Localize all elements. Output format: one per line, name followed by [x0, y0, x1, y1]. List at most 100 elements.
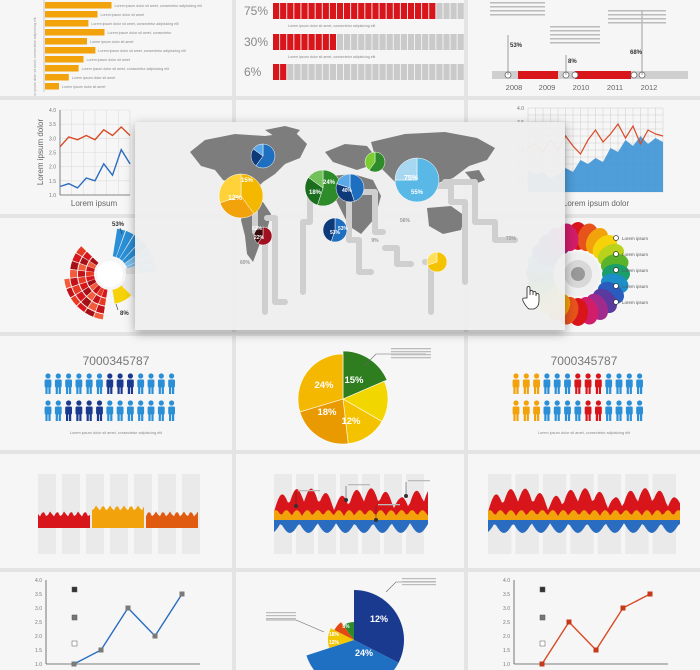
y-tick-6: 4.0 [35, 578, 42, 584]
progress-seg-1-13 [365, 34, 372, 50]
radial-seg-1-4 [79, 282, 89, 291]
series-point-1 [566, 619, 572, 625]
progress-seg-1-2 [287, 34, 294, 50]
progress-seg-2-15 [379, 64, 386, 80]
progress-seg-1-10 [344, 34, 351, 50]
person-leg-l-1-9 [606, 414, 609, 421]
pie-label-15: 15% [344, 375, 364, 386]
person-head-1-12 [169, 400, 175, 406]
person-leg-l-1-7 [117, 414, 120, 421]
person-leg-r-1-11 [161, 414, 164, 421]
radial-seg-2-8 [72, 253, 82, 263]
progress-seg-0-20 [415, 3, 422, 19]
flower-label-1: Lorem ipsum [622, 252, 648, 257]
progress-seg-0-16 [386, 3, 393, 19]
person-leg-l-1-3 [544, 414, 547, 421]
y-tick-3: 2.5 [503, 620, 510, 626]
progress-seg-0-12 [358, 3, 365, 19]
person-body-1-2 [533, 406, 540, 415]
person-head-1-4 [554, 400, 560, 406]
person-leg-r-0-4 [557, 387, 560, 394]
bar-4 [45, 38, 87, 45]
progress-seg-1-6 [315, 34, 322, 50]
tile-line-blue: 1.0 1.5 2.0 2.5 3.0 3.5 4.0 [0, 572, 232, 670]
bar-9 [45, 83, 59, 90]
person-leg-r-0-7 [588, 387, 591, 394]
bar-label-1: Lorem ipsum dolor sit amet [101, 13, 144, 17]
person-leg-l-0-12 [637, 387, 640, 394]
person-head-1-11 [158, 400, 164, 406]
progress-seg-1-16 [386, 34, 393, 50]
person-head-0-11 [158, 373, 164, 379]
flower-dot-1 [613, 251, 619, 257]
series-point-4 [647, 591, 653, 597]
radial-seg-2-0 [96, 304, 105, 314]
person-leg-l-0-2 [66, 387, 69, 394]
progress-seg-1-12 [358, 34, 365, 50]
person-leg-r-0-11 [629, 387, 632, 394]
stream-block-1 [92, 505, 144, 528]
marker-eu-slice-2 [308, 169, 324, 189]
progress-caption-1: Lorem ipsum dolor sit amet, consectetur … [288, 55, 375, 59]
person-head-0-10 [616, 373, 622, 379]
pie-slice-0 [354, 590, 404, 663]
map-label-11: 60% [240, 260, 251, 266]
person-leg-l-0-8 [595, 387, 598, 394]
timeline-year-3: 2011 [607, 83, 623, 92]
person-body-1-10 [615, 406, 623, 415]
map-pipe-5 [432, 183, 468, 285]
progress-seg-1-25 [450, 34, 457, 50]
world-map: 12% 15% 18%24% 75% 55% 40% 53%53% 22% 82% 60% 9% 56… [190, 126, 540, 315]
pie-caption-line-2 [391, 354, 431, 356]
person-body-0-6 [574, 379, 582, 388]
person-leg-r-0-12 [640, 387, 643, 394]
progress-seg-0-1 [280, 3, 287, 19]
tile-stream-right [468, 454, 700, 568]
y-axis-label: Lorem ipsum dolor sit amet, consectetur … [33, 17, 37, 96]
person-body-0-4 [85, 379, 93, 388]
radial-seg-1-2 [87, 291, 96, 301]
stream-bar-chart [38, 474, 200, 554]
person-leg-r-1-6 [578, 414, 581, 421]
progress-seg-2-2 [287, 64, 294, 80]
bar-label-9: Lorem ipsum dolor sit amet [62, 85, 105, 89]
timeline-text-line-b3 [608, 22, 666, 24]
person-head-0-12 [637, 373, 643, 379]
radial-blue-1 [116, 230, 134, 259]
radial-seg-2-4 [72, 284, 82, 295]
pie-label-12: 12% [341, 416, 361, 427]
radial-seg-1-0 [98, 297, 107, 306]
person-head-1-10 [148, 400, 154, 406]
series-point-0 [71, 661, 77, 667]
person-body-0-0 [44, 379, 52, 388]
progress-seg-0-11 [351, 3, 358, 19]
y-tick-1: 1.5 [35, 648, 42, 654]
person-body-0-12 [168, 379, 175, 388]
y-tick-3: 2.5 [35, 620, 42, 626]
series-point-2 [593, 647, 599, 653]
person-head-0-0 [513, 373, 519, 379]
person-leg-r-0-10 [151, 387, 154, 394]
person-leg-l-0-0 [45, 387, 48, 394]
person-leg-r-1-0 [516, 414, 519, 421]
radial-seg-1-8 [79, 257, 89, 266]
timeline-callout-1: 8% [568, 59, 577, 65]
progress-seg-1-14 [372, 34, 379, 50]
radial-hole [97, 261, 123, 287]
y-tick-2: 2.0 [35, 634, 42, 640]
progress-seg-0-2 [287, 3, 294, 19]
map-label-9: 22% [254, 235, 265, 241]
timeline-callout-2: 68% [630, 50, 643, 56]
person-leg-r-1-10 [619, 414, 622, 421]
progress-seg-1-22 [429, 34, 436, 50]
person-head-1-5 [564, 400, 571, 406]
bar-3 [45, 29, 105, 36]
mirrored-stream-chart-right [488, 474, 680, 554]
y-tick-1: 1.5 [503, 648, 510, 654]
person-head-0-4 [86, 373, 92, 379]
progress-seg-2-21 [422, 64, 429, 80]
person-head-1-3 [76, 400, 82, 406]
progress-seg-0-26 [457, 3, 464, 19]
tile-timeline: 2008 2009 2010 2011 2012 53% 8% 68% [468, 0, 700, 96]
pie-caption-line-3 [391, 357, 431, 359]
